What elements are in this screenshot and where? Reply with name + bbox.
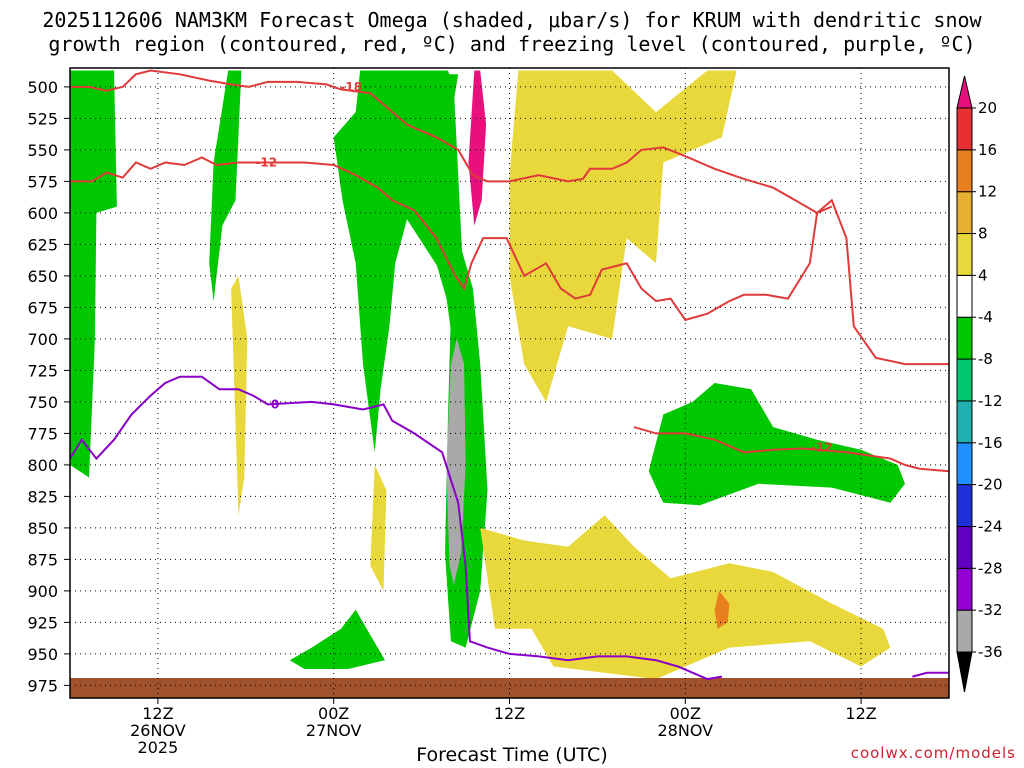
- colorbar-label: 4: [978, 266, 988, 284]
- chart-title-line-2: growth region (contoured, red, ºC) and f…: [48, 32, 976, 56]
- contour-line: [70, 156, 949, 366]
- x-tick-label: 00Z: [670, 704, 701, 723]
- colorbar: 20 16 12 8 4 -4 -8 -12 -16 -20 -24 -28 -32 -36: [956, 75, 1003, 693]
- colorbar-label: -28: [978, 559, 1003, 577]
- y-tick-label: 900: [27, 582, 58, 601]
- colorbar-label: -12: [978, 392, 1003, 410]
- x-tick-label: 27NOV: [306, 721, 362, 740]
- y-axis: 500 525 550 575 600 625 650 675 700 725 750 775 800 8…: [27, 78, 70, 695]
- y-tick-label: 525: [27, 109, 58, 128]
- colorbar-bin: [956, 484, 973, 527]
- y-tick-label: 625: [27, 235, 58, 254]
- y-tick-label: 875: [27, 550, 58, 569]
- colorbar-label: -20: [978, 476, 1003, 494]
- colorbar-bottom-arrow: [956, 651, 973, 693]
- colorbar-label: -24: [978, 517, 1003, 535]
- colorbar-label: 8: [978, 225, 988, 243]
- contour-line: [912, 671, 949, 678]
- contour-lines: -12 -18 -12 0: [70, 69, 949, 681]
- y-tick-label: 950: [27, 645, 58, 664]
- colorbar-bin: [956, 233, 973, 276]
- colorbar-bin: [956, 107, 973, 151]
- y-tick-label: 775: [27, 424, 58, 443]
- colorbar-label: 12: [978, 183, 997, 201]
- x-tick-label: 12Z: [142, 704, 173, 723]
- omega-region-12: [468, 70, 487, 226]
- y-tick-label: 850: [27, 519, 58, 538]
- grid-lines: [70, 68, 949, 698]
- y-tick-label: 600: [27, 204, 58, 223]
- colorbar-bin: [956, 191, 973, 235]
- colorbar-label: -32: [978, 601, 1003, 619]
- contour-line: [70, 69, 833, 215]
- x-tick-label: 26NOV: [130, 721, 186, 740]
- colorbar-bin: [956, 274, 973, 318]
- y-tick-label: 800: [27, 456, 58, 475]
- colorbar-bin: [956, 442, 973, 486]
- x-tick-label: 2025: [138, 738, 179, 757]
- colorbar-bin: [956, 567, 973, 611]
- y-tick-label: 825: [27, 487, 58, 506]
- omega-region-10: [370, 464, 387, 591]
- contour-label: -12: [255, 156, 277, 170]
- contour-line: [633, 426, 949, 473]
- colorbar-label: -16: [978, 434, 1003, 452]
- y-tick-label: 700: [27, 330, 58, 349]
- omega-region-8: [480, 515, 891, 680]
- y-tick-label: 650: [27, 267, 58, 286]
- omega-region-3: [648, 383, 905, 506]
- y-tick-label: 750: [27, 393, 58, 412]
- colorbar-label: -8: [978, 350, 993, 368]
- colorbar-label: 20: [978, 99, 997, 117]
- x-tick-label: 28NOV: [658, 721, 714, 740]
- x-axis-title: Forecast Time (UTC): [416, 744, 608, 766]
- y-tick-label: 725: [27, 361, 58, 380]
- omega-region-1: [209, 70, 242, 302]
- y-tick-label: 500: [27, 78, 58, 97]
- omega-region-9: [231, 275, 248, 516]
- colorbar-bin: [956, 149, 973, 193]
- colorbar-label: 16: [978, 141, 997, 159]
- omega-region-11: [714, 590, 730, 629]
- colorbar-bin: [956, 400, 973, 444]
- contour-label: -12: [811, 440, 833, 454]
- contour-label: -18: [340, 80, 362, 94]
- x-tick-label: 12Z: [845, 704, 876, 723]
- y-tick-label: 975: [27, 676, 58, 695]
- omega-region-4: [289, 609, 385, 669]
- x-tick-label: 12Z: [494, 704, 525, 723]
- x-tick-label: 00Z: [318, 704, 349, 723]
- colorbar-bin: [956, 609, 973, 653]
- credit-link[interactable]: coolwx.com/models: [850, 744, 1016, 762]
- colorbar-label: -36: [978, 643, 1003, 661]
- omega-region-0: [70, 70, 117, 478]
- y-tick-label: 925: [27, 613, 58, 632]
- colorbar-bin: [956, 316, 973, 360]
- y-tick-label: 675: [27, 298, 58, 317]
- colorbar-bin: [956, 358, 973, 402]
- y-tick-label: 550: [27, 141, 58, 160]
- chart-title-line-1: 2025112606 NAM3KM Forecast Omega (shaded…: [42, 8, 982, 32]
- colorbar-top-arrow: [956, 75, 973, 109]
- contour-label: 0: [271, 397, 279, 411]
- y-tick-label: 575: [27, 172, 58, 191]
- contour-line: [70, 375, 723, 681]
- colorbar-bin: [956, 525, 973, 569]
- colorbar-label: -4: [978, 308, 993, 326]
